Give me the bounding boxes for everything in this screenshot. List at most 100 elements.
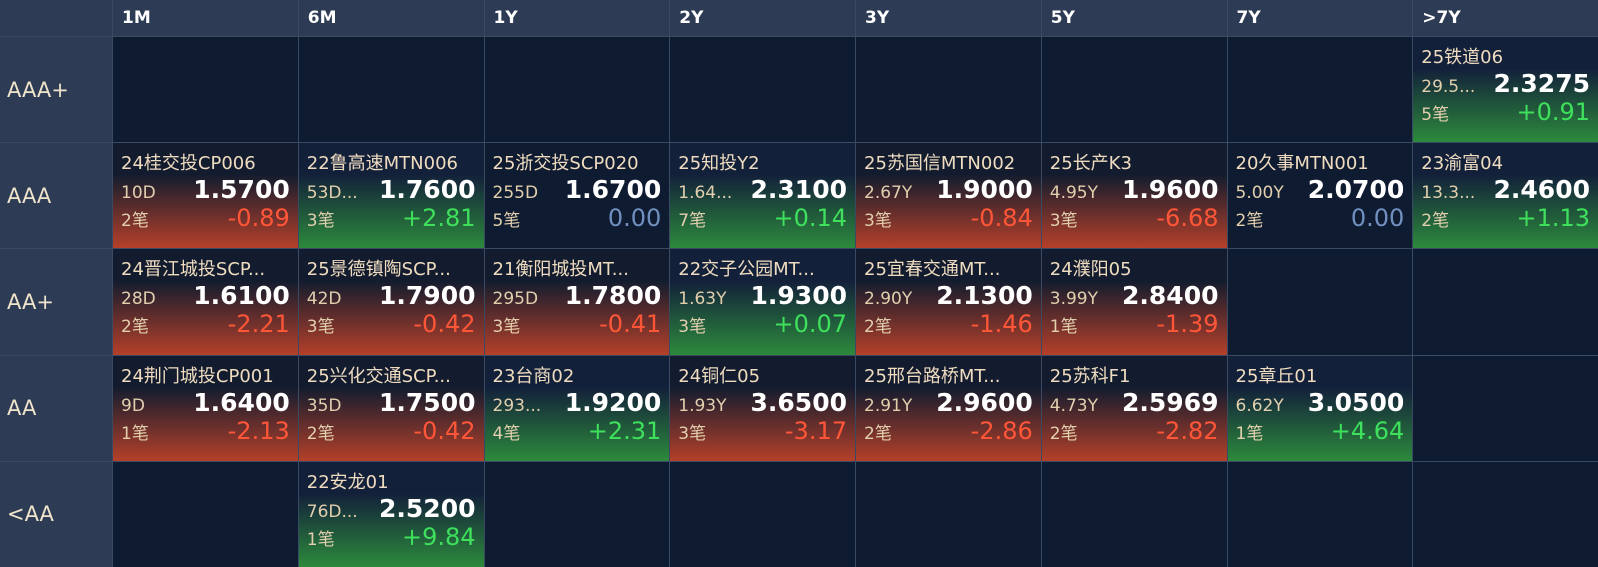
bond-name: 25宜春交通MT... xyxy=(864,259,1001,281)
bond-cell[interactable]: 25长产K3 4.95Y 1.9600 3笔 -6.68 xyxy=(1041,143,1227,249)
term: 35D xyxy=(306,395,342,416)
trade-count: 2笔 xyxy=(121,317,149,338)
term: 76D... xyxy=(306,501,358,522)
term: 13.3... xyxy=(1421,183,1476,204)
bond-name: 25铁道06 xyxy=(1421,47,1504,68)
empty-cell xyxy=(856,461,1041,567)
row-term-rate: 42D 1.7900 xyxy=(307,281,476,310)
term: 5.00Y xyxy=(1235,183,1284,204)
row-term-rate: 53D... 1.7600 xyxy=(307,175,476,204)
change: +2.31 xyxy=(587,416,662,445)
row-count-change: 3笔 +2.81 xyxy=(307,204,476,232)
rate: 1.7500 xyxy=(379,387,476,417)
bond-name: 25长产K3 xyxy=(1049,153,1132,175)
bond-cell[interactable]: 25知投Y2 1.64... 2.3100 7笔 +0.14 xyxy=(670,143,855,249)
row-term-rate: 35D 1.7500 xyxy=(307,388,476,417)
empty-cell xyxy=(1413,249,1598,355)
term: 2.90Y xyxy=(864,289,913,310)
term: 4.95Y xyxy=(1049,183,1098,204)
trade-count: 2笔 xyxy=(121,211,149,232)
bond-name: 25景德镇陶SCP... xyxy=(306,259,451,281)
column-header: >7Y xyxy=(1413,0,1598,36)
trade-count: 7笔 xyxy=(678,211,707,232)
bond-name: 25兴化交通SCP... xyxy=(306,365,451,387)
empty-cell xyxy=(670,461,855,567)
rate: 1.9000 xyxy=(936,175,1033,205)
term: 10D xyxy=(121,183,156,204)
row-term-rate: 9D 1.6400 xyxy=(121,388,290,417)
bond-cell[interactable]: 22交子公园MT... 1.63Y 1.9300 3笔 +0.07 xyxy=(670,249,855,355)
bond-cell[interactable]: 25邢台路桥MT... 2.91Y 2.9600 2笔 -2.86 xyxy=(856,355,1041,461)
empty-cell xyxy=(670,37,855,143)
rate: 2.0700 xyxy=(1307,175,1405,205)
bond-name: 20久事MTN001 xyxy=(1235,153,1369,175)
term: 255D xyxy=(492,183,539,204)
column-header: 7Y xyxy=(1227,0,1413,36)
term: 2.91Y xyxy=(864,395,913,416)
bond-cell[interactable]: 25兴化交通SCP... 35D 1.7500 2笔 -0.42 xyxy=(298,355,484,461)
trade-count: 4笔 xyxy=(492,423,521,444)
term: 9D xyxy=(121,395,145,416)
bond-cell[interactable]: 20久事MTN001 5.00Y 2.0700 2笔 0.00 xyxy=(1227,143,1413,249)
row-count-change: 2笔 -2.82 xyxy=(1050,417,1219,445)
change: 0.00 xyxy=(1350,204,1405,233)
row-term-rate: 13.3... 2.4600 xyxy=(1421,175,1590,204)
empty-cell xyxy=(1227,249,1413,355)
term: 53D... xyxy=(306,183,358,204)
bond-cell[interactable]: 23渝富04 13.3... 2.4600 2笔 +1.13 xyxy=(1413,143,1598,249)
row-term-rate: 293... 1.9200 xyxy=(493,388,662,417)
row-count-change: 2笔 +1.13 xyxy=(1421,204,1590,232)
bond-cell[interactable]: 25苏科F1 4.73Y 2.5969 2笔 -2.82 xyxy=(1041,355,1227,461)
row-count-change: 1笔 +4.64 xyxy=(1236,417,1405,445)
row-term-rate: 29.5... 2.3275 xyxy=(1421,69,1590,98)
row-count-change: 7笔 +0.14 xyxy=(678,204,847,232)
empty-cell xyxy=(1413,461,1598,567)
bond-cell[interactable]: 25浙交投SCP020 255D 1.6700 5笔 0.00 xyxy=(484,143,670,249)
row-term-rate: 2.67Y 1.9000 xyxy=(864,175,1033,204)
bond-cell[interactable]: 24晋江城投SCP... 28D 1.6100 2笔 -2.21 xyxy=(113,249,298,355)
bond-cell[interactable]: 22鲁高速MTN006 53D... 1.7600 3笔 +2.81 xyxy=(298,143,484,249)
column-header: 2Y xyxy=(670,0,855,36)
bond-cell[interactable]: 25苏国信MTN002 2.67Y 1.9000 3笔 -0.84 xyxy=(856,143,1041,249)
bond-cell[interactable]: 24濮阳05 3.99Y 2.8400 1笔 -1.39 xyxy=(1041,249,1227,355)
bond-cell[interactable]: 25铁道06 29.5... 2.3275 5笔 +0.91 xyxy=(1413,37,1598,143)
change: -3.17 xyxy=(784,416,847,445)
row-term-rate: 2.91Y 2.9600 xyxy=(864,388,1033,417)
bond-cell[interactable]: 24荆门城投CP001 9D 1.6400 1笔 -2.13 xyxy=(113,355,298,461)
row-term-rate: 28D 1.6100 xyxy=(121,281,290,310)
bond-cell[interactable]: 22安龙01 76D... 2.5200 1笔 +9.84 xyxy=(298,461,484,567)
change: -0.42 xyxy=(413,416,476,445)
bond-name: 25浙交投SCP020 xyxy=(492,153,639,175)
rate: 1.9200 xyxy=(564,387,662,417)
row-term-rate: 295D 1.7800 xyxy=(493,281,662,310)
trade-count: 2笔 xyxy=(864,423,892,444)
column-header: 1M xyxy=(113,0,298,36)
row-count-change: 2笔 -0.89 xyxy=(121,204,290,232)
row-term-rate: 255D 1.6700 xyxy=(493,175,662,204)
change: +0.14 xyxy=(773,204,847,233)
column-header: 3Y xyxy=(856,0,1041,36)
empty-cell xyxy=(856,37,1041,143)
bond-cell[interactable]: 25宜春交通MT... 2.90Y 2.1300 2笔 -1.46 xyxy=(856,249,1041,355)
bond-name: 22鲁高速MTN006 xyxy=(306,153,459,175)
bond-cell[interactable]: 21衡阳城投MT... 295D 1.7800 3笔 -0.41 xyxy=(484,249,670,355)
term: 293... xyxy=(492,395,542,416)
row-count-change: 3笔 -3.17 xyxy=(678,417,847,445)
term: 1.63Y xyxy=(678,289,727,310)
row-term-rate: 5.00Y 2.0700 xyxy=(1236,175,1405,204)
empty-cell xyxy=(1227,37,1413,143)
column-header: 5Y xyxy=(1041,0,1227,36)
row-count-change: 2笔 0.00 xyxy=(1236,204,1405,232)
rate: 2.5200 xyxy=(379,493,476,523)
bond-cell[interactable]: 24桂交投CP006 10D 1.5700 2笔 -0.89 xyxy=(113,143,298,249)
corner xyxy=(0,0,112,36)
bond-cell[interactable]: 23台商02 293... 1.9200 4笔 +2.31 xyxy=(484,355,670,461)
bond-cell[interactable]: 25景德镇陶SCP... 42D 1.7900 3笔 -0.42 xyxy=(298,249,484,355)
change: -0.42 xyxy=(413,310,476,339)
bond-cell[interactable]: 24铜仁05 1.93Y 3.6500 3笔 -3.17 xyxy=(670,355,855,461)
bond-cell[interactable]: 25章丘01 6.62Y 3.0500 1笔 +4.64 xyxy=(1227,355,1413,461)
term: 6.62Y xyxy=(1235,395,1284,416)
change: -2.21 xyxy=(227,310,290,339)
bond-name: 24晋江城投SCP... xyxy=(121,259,266,281)
trade-count: 2笔 xyxy=(864,317,892,338)
